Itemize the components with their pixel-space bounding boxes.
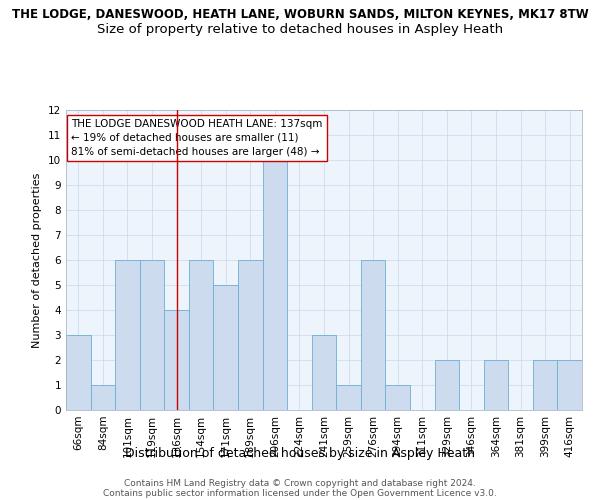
Bar: [557, 360, 582, 410]
Bar: [385, 385, 410, 410]
Bar: [533, 360, 557, 410]
Bar: [66, 335, 91, 410]
Bar: [484, 360, 508, 410]
Bar: [189, 260, 214, 410]
Text: THE LODGE DANESWOOD HEATH LANE: 137sqm
← 19% of detached houses are smaller (11): THE LODGE DANESWOOD HEATH LANE: 137sqm ←…: [71, 119, 323, 157]
Bar: [263, 160, 287, 410]
Bar: [238, 260, 263, 410]
Text: Contains public sector information licensed under the Open Government Licence v3: Contains public sector information licen…: [103, 489, 497, 498]
Bar: [336, 385, 361, 410]
Bar: [164, 310, 189, 410]
Text: THE LODGE, DANESWOOD, HEATH LANE, WOBURN SANDS, MILTON KEYNES, MK17 8TW: THE LODGE, DANESWOOD, HEATH LANE, WOBURN…: [11, 8, 589, 20]
Bar: [312, 335, 336, 410]
Bar: [115, 260, 140, 410]
Bar: [214, 285, 238, 410]
Y-axis label: Number of detached properties: Number of detached properties: [32, 172, 43, 348]
Bar: [434, 360, 459, 410]
Text: Size of property relative to detached houses in Aspley Heath: Size of property relative to detached ho…: [97, 22, 503, 36]
Text: Distribution of detached houses by size in Aspley Heath: Distribution of detached houses by size …: [125, 448, 475, 460]
Bar: [91, 385, 115, 410]
Bar: [140, 260, 164, 410]
Bar: [361, 260, 385, 410]
Text: Contains HM Land Registry data © Crown copyright and database right 2024.: Contains HM Land Registry data © Crown c…: [124, 479, 476, 488]
